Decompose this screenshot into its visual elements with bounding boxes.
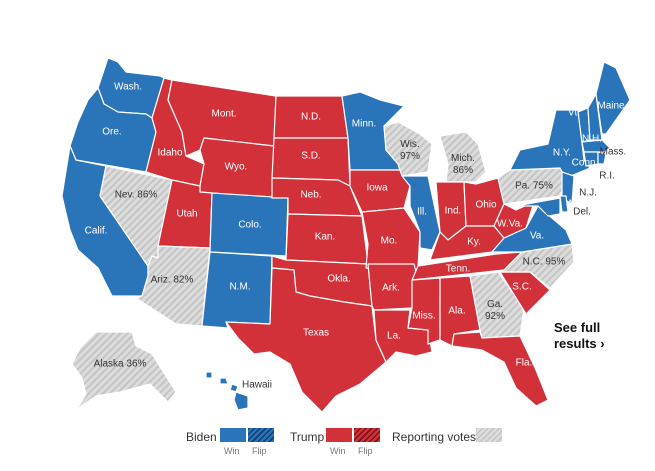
label-mt: Mont.	[211, 109, 236, 120]
state-il[interactable]	[401, 175, 441, 251]
state-la[interactable]	[373, 309, 433, 363]
legend-reporting-label: Reporting votes	[392, 430, 477, 444]
label-ma: Mass.	[600, 147, 627, 158]
see-full-line1: See full	[554, 320, 601, 335]
legend-trump-win-swatch	[326, 428, 352, 442]
label-ga: Ga. 92%	[485, 299, 505, 322]
legend-biden-label: Biden	[186, 430, 217, 444]
label-sd: S.D.	[301, 151, 320, 162]
label-nv: Nev. 86%	[115, 190, 158, 201]
label-ar: Ark.	[382, 283, 400, 294]
label-az: Ariz. 82%	[151, 275, 194, 286]
state-mi[interactable]	[439, 131, 487, 183]
label-hi: Hawaii	[242, 380, 272, 391]
state-wi[interactable]	[383, 121, 433, 177]
label-wv: W.Va.	[497, 219, 523, 230]
label-ca: Calif.	[85, 226, 108, 237]
label-wy: Wyo.	[225, 162, 248, 173]
label-ak: Alaska 36%	[94, 359, 147, 370]
label-ok: Okla.	[327, 274, 350, 285]
legend-trump-label: Trump	[290, 430, 325, 444]
label-ny: N.Y.	[553, 148, 571, 159]
label-ut: Utah	[176, 209, 197, 220]
state-fl[interactable]	[451, 331, 549, 407]
label-mn: Minn.	[352, 119, 376, 130]
legend-trump-flip: Flip	[358, 446, 373, 456]
label-wi: Wis. 97%	[400, 139, 420, 162]
legend-biden-win: Win	[224, 446, 240, 456]
state-hi[interactable]	[205, 371, 249, 411]
label-ia: Iowa	[366, 183, 388, 194]
legend: Biden Win Flip Trump Win Flip Reporting …	[186, 424, 516, 464]
label-nj: N.J.	[579, 188, 597, 199]
label-in: Ind.	[445, 206, 462, 217]
label-al: Ala.	[448, 306, 465, 317]
label-ri: R.I.	[599, 171, 615, 182]
state-md[interactable]	[515, 197, 561, 217]
label-ms: Miss.	[412, 311, 435, 322]
label-id: Idaho	[157, 148, 182, 159]
state-ri[interactable]	[597, 151, 607, 165]
label-co: Colo.	[238, 220, 261, 231]
label-sc: S.C.	[512, 282, 531, 293]
label-vt: Vt.	[568, 108, 580, 119]
see-full-line2: results	[554, 336, 597, 351]
state-labels: Wash. Ore. Calif. Nev. 86% Idaho Mont. W…	[85, 82, 627, 391]
label-nd: N.D.	[301, 112, 321, 123]
label-wa: Wash.	[114, 82, 142, 93]
chevron-right-icon: ›	[600, 336, 605, 351]
label-la: La.	[387, 331, 401, 342]
label-nh: N.H.	[582, 134, 602, 145]
label-nc: N.C. 95%	[523, 257, 566, 268]
label-ne: Neb.	[300, 190, 321, 201]
label-nm: N.M.	[229, 282, 250, 293]
label-me: Maine	[597, 101, 625, 112]
state-ma[interactable]	[581, 139, 611, 153]
label-ks: Kan.	[315, 232, 336, 243]
label-md: Md.	[569, 199, 586, 210]
label-ct: Conn.	[572, 158, 599, 169]
label-pa: Pa. 75%	[515, 181, 553, 192]
label-tn: Tenn.	[446, 264, 470, 275]
label-mo: Mo.	[381, 236, 398, 247]
label-oh: Ohio	[475, 200, 497, 211]
label-mi: Mich. 86%	[451, 153, 475, 176]
label-va: Va.	[530, 231, 544, 242]
label-il: Ill.	[417, 207, 427, 218]
legend-trump-win: Win	[330, 446, 346, 456]
label-or: Ore.	[102, 127, 121, 138]
label-de: Del.	[573, 207, 591, 218]
state-de[interactable]	[559, 195, 569, 213]
legend-reporting-swatch	[476, 428, 502, 442]
state-me[interactable]	[595, 61, 631, 135]
state-tx[interactable]	[225, 267, 387, 413]
legend-trump-flip-swatch	[354, 428, 380, 442]
label-fl: Fla.	[516, 358, 533, 369]
state-ak[interactable]	[71, 331, 177, 411]
label-ky: Ky.	[467, 237, 481, 248]
see-full-results-link[interactable]: See full results ›	[554, 320, 634, 352]
legend-biden-flip: Flip	[252, 446, 267, 456]
label-tx: Texas	[303, 328, 329, 339]
legend-biden-flip-swatch	[248, 428, 274, 442]
legend-biden-win-swatch	[220, 428, 246, 442]
